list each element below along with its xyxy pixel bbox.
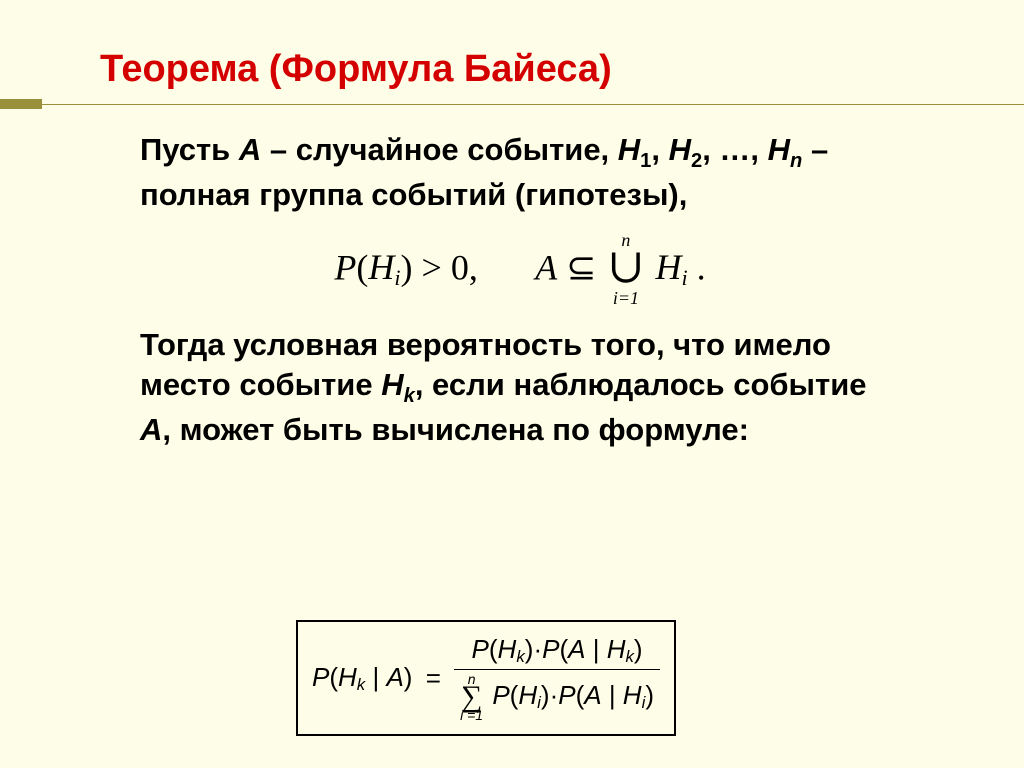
sub-n: n (790, 150, 802, 172)
sym-A: A (568, 634, 585, 664)
sym-H: H (518, 680, 537, 710)
sub-k: k (404, 385, 415, 407)
bar: | (365, 662, 386, 692)
sym-P: P (472, 634, 489, 664)
bayes-fraction: P(Hk)·P(A | Hk) n ∑ i =1 P(Hi)·P(A | Hi) (454, 632, 660, 724)
var-H1: H (618, 132, 640, 167)
paren-l: ( (329, 662, 338, 692)
numerator: P(Hk)·P(A | Hk) (454, 632, 660, 670)
paren-r: ) (401, 247, 413, 287)
sigma-symbol: ∑ (460, 683, 483, 710)
sym-A: A (535, 247, 557, 287)
paragraph-1: Пусть A – случайное событие, H1, H2, …, … (140, 130, 900, 215)
sub-k2: k (625, 647, 633, 666)
paren-l: ( (356, 247, 368, 287)
bar: | (585, 634, 606, 664)
paren-r: ) (404, 662, 413, 692)
text: Пусть (140, 132, 239, 167)
bayes-formula-box: P(Hk | A) = P(Hk)·P(A | Hk) n ∑ i =1 P(H… (296, 620, 676, 736)
sym-A: A (584, 680, 601, 710)
sym-H: H (498, 634, 517, 664)
title-underline (0, 104, 1024, 105)
sym-P: P (334, 247, 356, 287)
bayes-lhs: P(Hk | A) (312, 662, 412, 695)
sym-H2: H (607, 634, 626, 664)
sym-H2: H (623, 680, 642, 710)
gt-zero: > 0, (413, 247, 478, 287)
text: , …, (702, 132, 767, 167)
var-H2: H (669, 132, 691, 167)
equals: = (426, 663, 441, 694)
sym-H2: H (655, 247, 681, 287)
sub-k: k (357, 675, 365, 694)
text: – случайное событие, (261, 132, 618, 167)
text: , если наблюдалось событие (415, 367, 867, 402)
sub-k: k (516, 647, 524, 666)
var-A2: A (140, 412, 162, 447)
paren-l2: ( (576, 680, 585, 710)
union-lower: i=1 (609, 289, 642, 307)
paren-r2: ) (645, 680, 654, 710)
paren-r2: ) (634, 634, 643, 664)
sigma: n ∑ i =1 (460, 672, 483, 722)
text: , (651, 132, 668, 167)
denominator: n ∑ i =1 P(Hi)·P(A | Hi) (454, 670, 660, 724)
sym-H: H (368, 247, 394, 287)
sym-A: A (386, 662, 403, 692)
sub-1: 1 (640, 150, 651, 172)
sym-P2: P (542, 634, 559, 664)
dot: · (533, 634, 542, 664)
formula-condition: P(Hi) > 0, A ⊆ n ∪ i=1 Hi . (140, 233, 900, 310)
union-symbol: ∪ (609, 245, 642, 292)
sub-2: 2 (691, 150, 702, 172)
sigma-lower: i =1 (460, 708, 483, 722)
var-A: A (239, 132, 261, 167)
sym-P2: P (558, 680, 575, 710)
paren-r: ) (541, 680, 550, 710)
slide-title: Теорема (Формула Байеса) (100, 48, 612, 91)
text: , может быть вычислена по формуле: (162, 412, 749, 447)
sym-P: P (492, 680, 509, 710)
bar: | (602, 680, 623, 710)
sym-H: H (338, 662, 357, 692)
slide-body: Пусть A – случайное событие, H1, H2, …, … (140, 130, 900, 450)
slide: Теорема (Формула Байеса) Пусть A – случа… (0, 0, 1024, 768)
dot: · (550, 680, 559, 710)
paren-l: ( (489, 634, 498, 664)
sym-P: P (312, 662, 329, 692)
var-Hk: H (381, 367, 403, 402)
big-union: n ∪ i=1 (609, 231, 642, 308)
paren-l2: ( (559, 634, 568, 664)
period: . (688, 247, 706, 287)
var-Hn: H (768, 132, 790, 167)
subset-sym: ⊆ (557, 247, 605, 287)
paragraph-2: Тогда условная вероятность того, что име… (140, 325, 900, 449)
